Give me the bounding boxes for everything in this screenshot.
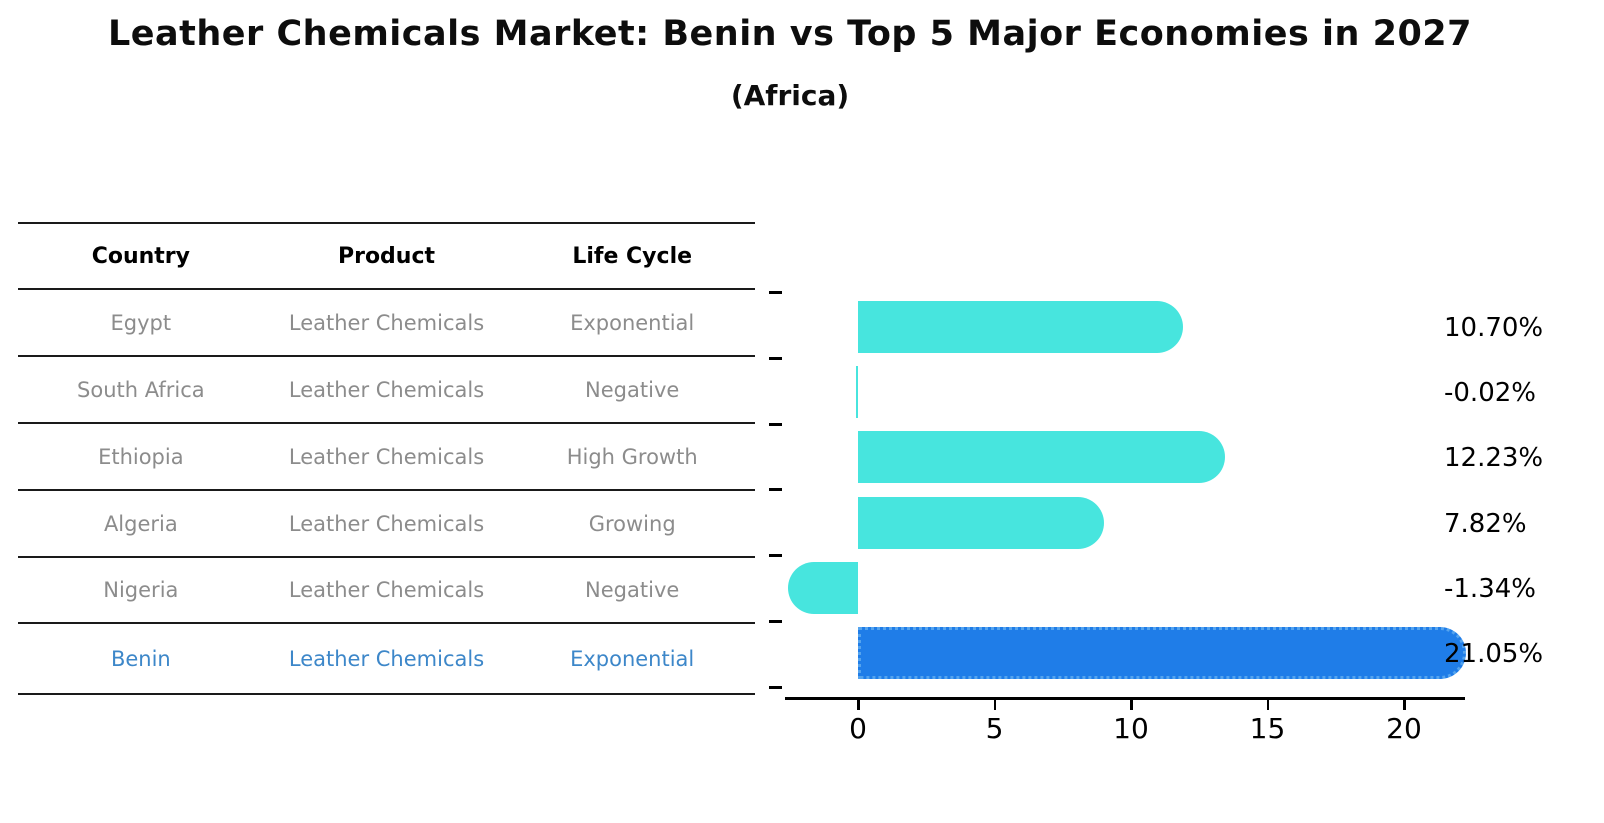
table-row-ethiopia: Ethiopia Leather Chemicals High Growth [18, 424, 755, 489]
page-title: Leather Chemicals Market: Benin vs Top 5… [107, 14, 1473, 54]
table-line [18, 422, 755, 424]
x-tick-mark [1266, 700, 1269, 710]
column-header-product: Product [337, 243, 436, 269]
cell-product: Leather Chemicals [288, 578, 485, 602]
table-line [18, 288, 755, 290]
x-tick-mark [993, 700, 996, 710]
cell-country: Egypt [110, 310, 172, 335]
cell-product: Leather Chemicals [288, 444, 485, 469]
cell-product: Leather Chemicals [288, 646, 485, 671]
y-axis-tick [769, 357, 782, 360]
bar-egypt [858, 301, 1184, 353]
cell-country: Ethiopia [98, 444, 184, 469]
cell-life-cycle: Negative [585, 578, 680, 602]
value-label-south-africa: -0.02% [1444, 378, 1536, 409]
table-header-row: Country Product Life Cycle [18, 224, 755, 288]
value-label-nigeria: -1.34% [1444, 573, 1536, 604]
bar-ethiopia [858, 431, 1225, 484]
bar-benin [858, 627, 1466, 679]
table-line [18, 556, 755, 558]
cell-life-cycle: Exponential [570, 310, 695, 335]
cell-life-cycle: Growing [588, 511, 676, 536]
table-row-south-africa: South Africa Leather Chemicals Negative [18, 357, 755, 422]
table-row-egypt: Egypt Leather Chemicals Exponential [18, 290, 755, 355]
y-axis-tick [769, 620, 782, 623]
cell-product: Leather Chemicals [288, 511, 485, 536]
bar-south-africa [855, 366, 858, 419]
y-axis-tick [769, 291, 782, 294]
y-axis-tick [769, 554, 782, 557]
value-label-egypt: 10.70% [1444, 313, 1544, 343]
table-line [18, 622, 755, 624]
value-label-algeria: 7.82% [1444, 508, 1527, 539]
table-line [18, 489, 755, 491]
table-row-algeria: Algeria Leather Chemicals Growing [18, 491, 755, 556]
table-row-nigeria: Nigeria Leather Chemicals Negative [18, 558, 755, 622]
x-tick-mark [1403, 700, 1406, 710]
value-label-ethiopia: 12.23% [1444, 443, 1544, 474]
table-line [18, 355, 755, 357]
x-tick-mark [1130, 700, 1133, 710]
x-tick-label: 5 [985, 712, 1004, 745]
cell-life-cycle: High Growth [566, 444, 698, 469]
table-row-benin: Benin Leather Chemicals Exponential [18, 624, 755, 693]
table-line [18, 222, 755, 224]
cell-product: Leather Chemicals [288, 310, 485, 335]
x-tick-label: 0 [849, 712, 867, 745]
column-header-country: Country [91, 243, 190, 269]
cell-country: South Africa [77, 377, 205, 402]
cell-country: Benin [110, 646, 171, 671]
cell-product: Leather Chemicals [288, 377, 485, 402]
column-header-life-cycle: Life Cycle [572, 243, 693, 269]
y-axis-tick [769, 686, 782, 689]
x-tick-label: 20 [1386, 712, 1422, 745]
x-tick-label: 15 [1249, 712, 1286, 745]
cell-country: Nigeria [103, 578, 179, 602]
page-subtitle: (Africa) [730, 79, 850, 112]
x-tick-label: 10 [1113, 712, 1149, 745]
y-axis-tick [769, 488, 782, 491]
table-line [18, 693, 755, 695]
bar-nigeria [788, 561, 858, 614]
x-tick-mark [857, 700, 860, 710]
cell-life-cycle: Exponential [570, 646, 695, 671]
y-axis-tick [769, 423, 782, 426]
bar-algeria [858, 496, 1105, 549]
cell-life-cycle: Negative [585, 377, 680, 402]
cell-country: Algeria [103, 511, 178, 536]
x-axis-line [785, 697, 1465, 700]
value-label-benin: 21.05% [1444, 639, 1544, 669]
